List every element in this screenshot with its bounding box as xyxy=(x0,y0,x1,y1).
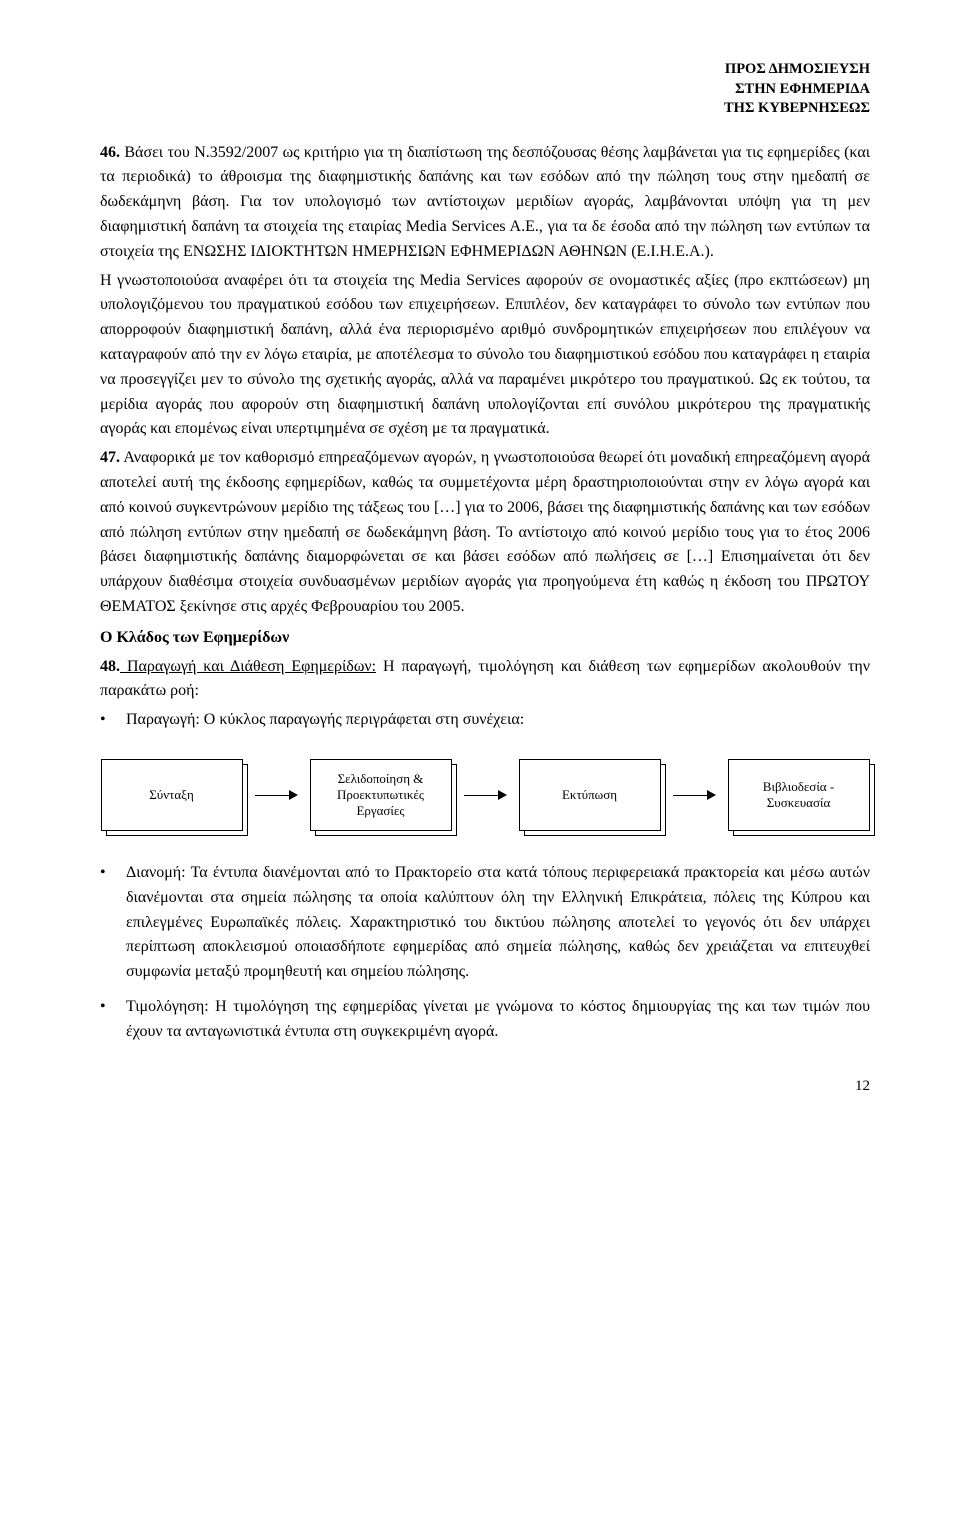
header-line-2: ΣΤΗΝ ΕΦΗΜΕΡΙΔΑ xyxy=(100,80,870,100)
arrow-icon xyxy=(673,790,716,800)
header-stamp: ΠΡΟΣ ΔΗΜΟΣΙΕΥΣΗ ΣΤΗΝ ΕΦΗΜΕΡΙΔΑ ΤΗΣ ΚΥΒΕΡ… xyxy=(100,60,870,119)
paragraph-47: 47. Αναφορικά με τον καθορισμό επηρεαζόμ… xyxy=(100,446,870,620)
flow-box-vivliodesia-label: Βιβλιοδεσία - Συσκευασία xyxy=(728,759,870,831)
paragraph-46-continued: Η γνωστοποιούσα αναφέρει ότι τα στοιχεία… xyxy=(100,269,870,443)
section-title: Ο Κλάδος των Εφημερίδων xyxy=(100,626,870,651)
arrow-icon xyxy=(464,790,507,800)
para-47-number: 47. xyxy=(100,449,120,466)
bullet-dianomi: • Διανομή: Τα έντυπα διανέμονται από το … xyxy=(100,861,870,985)
flow-box-syntaxi-label: Σύνταξη xyxy=(101,759,243,831)
para-48-number: 48. xyxy=(100,658,120,675)
flowchart: Σύνταξη Σελιδοποίηση & Προεκτυπωτικές Ερ… xyxy=(100,759,870,831)
para-46-number: 46. xyxy=(100,144,120,161)
para-46-body: Βάσει του Ν.3592/2007 ως κριτήριο για τη… xyxy=(100,144,870,260)
arrow-icon xyxy=(255,790,298,800)
para-48-underline: Παραγωγή και Διάθεση Εφημερίδων: xyxy=(120,658,376,675)
flow-box-ektyposi: Εκτύπωση xyxy=(519,759,661,831)
flow-box-ektyposi-label: Εκτύπωση xyxy=(519,759,661,831)
flow-box-selidopoiisi: Σελιδοποίηση & Προεκτυπωτικές Εργασίες xyxy=(310,759,452,831)
bullet-production: • Παραγωγή: Ο κύκλος παραγωγής περιγράφε… xyxy=(100,708,870,733)
bullet-timologisi-text: Τιμολόγηση: Η τιμολόγηση της εφημερίδας … xyxy=(126,995,870,1045)
flow-box-selidopoiisi-label: Σελιδοποίηση & Προεκτυπωτικές Εργασίες xyxy=(310,759,452,831)
flow-box-vivliodesia: Βιβλιοδεσία - Συσκευασία xyxy=(728,759,870,831)
bullet-dot-icon: • xyxy=(100,861,126,886)
paragraph-48: 48. Παραγωγή και Διάθεση Εφημερίδων: Η π… xyxy=(100,655,870,705)
bullet-timologisi: • Τιμολόγηση: Η τιμολόγηση της εφημερίδα… xyxy=(100,995,870,1045)
header-line-3: ΤΗΣ ΚΥΒΕΡΝΗΣΕΩΣ xyxy=(100,99,870,119)
page-number: 12 xyxy=(100,1075,870,1098)
bullet-dot-icon: • xyxy=(100,995,126,1020)
para-47-body: Αναφορικά με τον καθορισμό επηρεαζόμενων… xyxy=(100,449,870,615)
flow-box-syntaxi: Σύνταξη xyxy=(101,759,243,831)
bullet-dot-icon: • xyxy=(100,708,126,733)
bullet-dianomi-text: Διανομή: Τα έντυπα διανέμονται από το Πρ… xyxy=(126,861,870,985)
paragraph-46: 46. Βάσει του Ν.3592/2007 ως κριτήριο γι… xyxy=(100,141,870,265)
bullet-production-text: Παραγωγή: Ο κύκλος παραγωγής περιγράφετα… xyxy=(126,708,870,733)
header-line-1: ΠΡΟΣ ΔΗΜΟΣΙΕΥΣΗ xyxy=(100,60,870,80)
